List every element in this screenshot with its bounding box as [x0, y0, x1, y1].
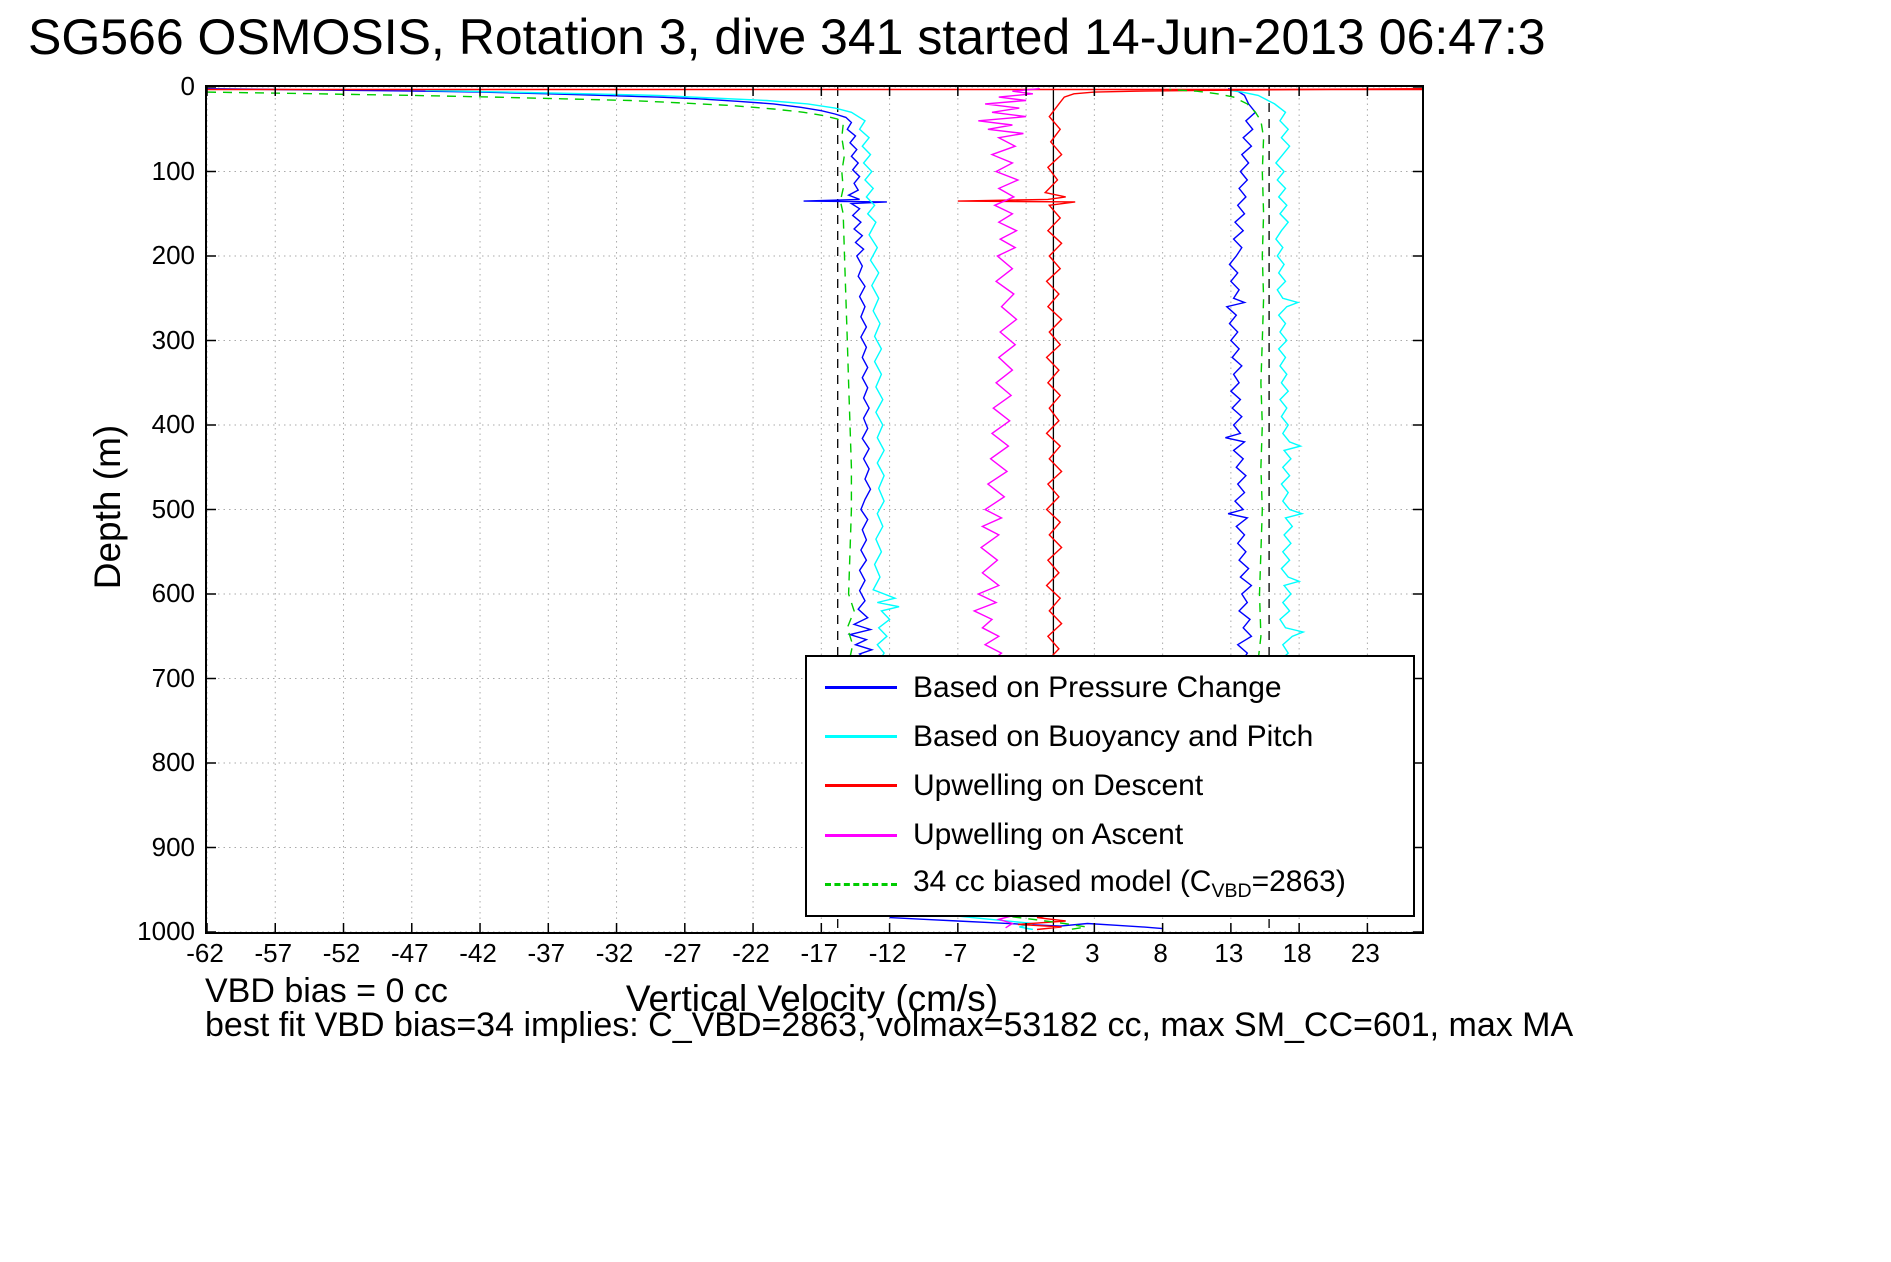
series-buoyancy-segment-2: [1223, 88, 1306, 663]
x-tick-label: -42: [459, 938, 497, 968]
y-tick-label: 600: [151, 578, 195, 608]
x-tick-label: 23: [1350, 938, 1380, 968]
legend-entry-pressure: Based on Pressure Change: [807, 664, 1413, 712]
x-tick-label: 18: [1282, 938, 1312, 968]
x-tick-label: -62: [186, 938, 224, 968]
x-tick-label: -27: [664, 938, 702, 968]
legend-entry-model: 34 cc biased model (CVBD=2863): [807, 860, 1413, 908]
best-fit-note: best fit VBD bias=34 implies: C_VBD=2863…: [205, 1006, 1574, 1044]
series-pressure-segment-0: [207, 88, 887, 659]
y-tick-label: 300: [151, 324, 195, 355]
legend-entry-upwelling-ascent: Upwelling on Ascent: [807, 811, 1413, 859]
y-tick-label: 200: [151, 240, 195, 270]
x-tick-label: -52: [322, 938, 361, 968]
legend-line-sample-buoyancy: [825, 735, 897, 739]
chart-title: SG566 OSMOSIS, Rotation 3, dive 341 star…: [28, 9, 1546, 65]
legend-line-sample-model: [825, 882, 897, 886]
y-axis-label: Depth (m): [87, 424, 128, 590]
series-buoyancy-segment-0: [425, 89, 900, 662]
legend-label-upwelling-descent: Upwelling on Descent: [913, 768, 1204, 802]
x-tick-label: -37: [527, 938, 566, 968]
x-tick-label: -32: [595, 938, 634, 968]
x-tick-label: 13: [1214, 938, 1244, 968]
legend-label-buoyancy: Based on Buoyancy and Pitch: [913, 719, 1314, 753]
series-model-segment-0: [207, 91, 855, 658]
y-tick-label: 700: [151, 662, 195, 693]
y-tick-label: 800: [151, 747, 195, 777]
legend-entry-upwelling-descent: Upwelling on Descent: [807, 762, 1413, 810]
x-tick-label: 3: [1085, 938, 1100, 968]
y-tick-label: 500: [151, 493, 195, 524]
x-tick-label: -2: [1012, 938, 1036, 968]
x-axis-label: Vertical Velocity (cm/s): [625, 978, 999, 1019]
x-tick-label: 8: [1153, 938, 1168, 968]
x-tick-label: -17: [800, 938, 839, 968]
legend-label-pressure: Based on Pressure Change: [913, 670, 1282, 704]
legend-line-sample-pressure: [825, 686, 897, 690]
legend-entry-buoyancy: Based on Buoyancy and Pitch: [807, 713, 1413, 761]
series-pressure-segment-2: [1225, 88, 1257, 662]
y-tick-label: 100: [151, 155, 195, 186]
y-tick-label: 0: [180, 71, 195, 101]
y-tick-label: 1000: [137, 916, 195, 946]
series-model-segment-2: [1169, 88, 1265, 660]
x-tick-label: -22: [732, 938, 770, 968]
legend-label-upwelling-ascent: Upwelling on Ascent: [913, 818, 1184, 852]
y-tick-label: 900: [151, 831, 195, 862]
y-tick-label: 400: [151, 409, 195, 439]
vbd-bias-note: VBD bias = 0 cc: [205, 972, 448, 1010]
legend: Based on Pressure Change Based on Buoyan…: [805, 655, 1415, 917]
x-tick-label: -12: [868, 938, 907, 968]
legend-line-sample-upwelling-descent: [825, 784, 897, 788]
legend-line-sample-upwelling-ascent: [825, 833, 897, 837]
legend-label-model: 34 cc biased model (CVBD=2863): [913, 865, 1346, 903]
x-tick-label: -57: [254, 938, 293, 968]
x-tick-label: -47: [390, 938, 429, 968]
x-tick-label: -7: [944, 938, 968, 968]
series-model-segment-1: [1012, 916, 1087, 931]
